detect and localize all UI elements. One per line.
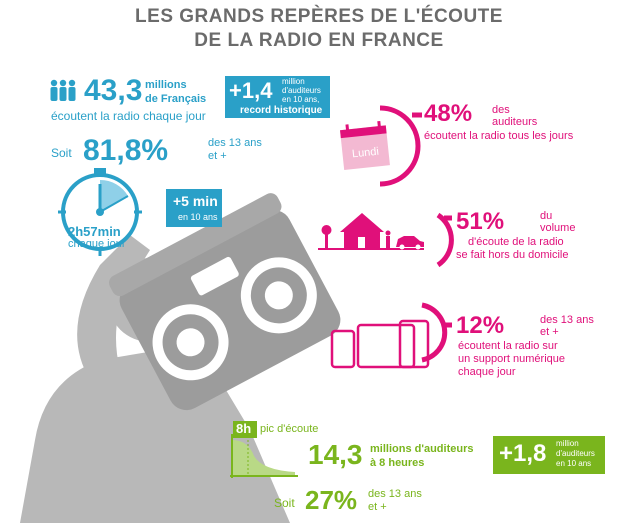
pink-brackets (379, 105, 454, 363)
record-line2: d'auditeurs (282, 86, 321, 95)
peak-gain-box (493, 436, 605, 474)
duration-caption: chaque jour (68, 238, 126, 250)
peak-share-value: 27% (305, 485, 358, 515)
peak-gain-line3: en 10 ans (556, 459, 592, 468)
digital-line3: écoutent la radio sur (458, 340, 558, 352)
peak-line1: millions d'auditeurs (370, 443, 474, 455)
radio-icon (109, 193, 341, 411)
peak-share-line1: des 13 ans (368, 488, 422, 500)
people-icon (50, 79, 76, 101)
duration-gain-box (166, 189, 222, 227)
record-line4: record historique (240, 105, 323, 116)
everyday-line3: écoutent la radio tous les jours (424, 130, 574, 142)
daily-unit-line1: millions (145, 79, 187, 91)
page-title-line2: DE LA RADIO EN FRANCE (194, 30, 444, 51)
everyday-line1: des (492, 104, 510, 116)
devices-icon (330, 319, 430, 369)
peak-share-line2: et + (368, 501, 387, 513)
car-icon (396, 236, 424, 250)
peak-hour-box (233, 421, 257, 438)
peak-gain-line2: d'auditeurs (556, 449, 595, 458)
share-prefix: Soit (51, 146, 72, 160)
peak-share-prefix: Soit (274, 496, 295, 510)
share-line2: et + (208, 150, 227, 162)
page-title-line1: LES GRANDS REPÈRES DE L'ÉCOUTE (135, 6, 503, 27)
peak-curve-icon (230, 434, 298, 478)
calendar-icon (340, 120, 390, 170)
share-value: 81,8% (83, 134, 169, 167)
digital-line2: et + (540, 326, 559, 338)
digital-line5: chaque jour (458, 366, 516, 378)
duration-gain-caption: en 10 ans (178, 212, 218, 222)
record-value: +1,4 (229, 78, 273, 103)
peak-gain-value: +1,8 (499, 440, 547, 467)
outside-line1: du (540, 210, 553, 222)
person-icon (385, 230, 391, 248)
duration-value: 2h57min (68, 224, 121, 239)
share-line1: des 13 ans (208, 137, 262, 149)
outside-line3: d'écoute de la radio (468, 236, 564, 248)
house-icon (318, 213, 424, 250)
peak-label: pic d'écoute (260, 423, 319, 435)
peak-line2: à 8 heures (370, 457, 425, 469)
record-line1: million (282, 77, 305, 86)
peak-value: 14,3 (308, 439, 363, 470)
peak-hour: 8h (236, 421, 252, 436)
record-line3: en 10 ans, (282, 95, 320, 104)
daily-value: 43,3 (84, 74, 143, 107)
daily-caption: écoutent la radio chaque jour (51, 109, 206, 123)
everyday-line2: auditeurs (492, 116, 538, 128)
everyday-value: 48% (424, 100, 473, 127)
outside-value: 51% (456, 208, 505, 235)
record-box (225, 76, 330, 118)
digital-value: 12% (456, 312, 505, 339)
digital-line4: un support numérique (458, 353, 566, 365)
digital-line1: des 13 ans (540, 314, 594, 326)
daily-unit-line2: de Français (145, 93, 207, 105)
outside-line2: volume (540, 222, 576, 234)
duration-gain-value: +5 min (173, 193, 218, 209)
clock-icon (58, 168, 142, 256)
outside-line4: se fait hors du domicile (456, 249, 569, 261)
peak-gain-line1: million (556, 439, 579, 448)
